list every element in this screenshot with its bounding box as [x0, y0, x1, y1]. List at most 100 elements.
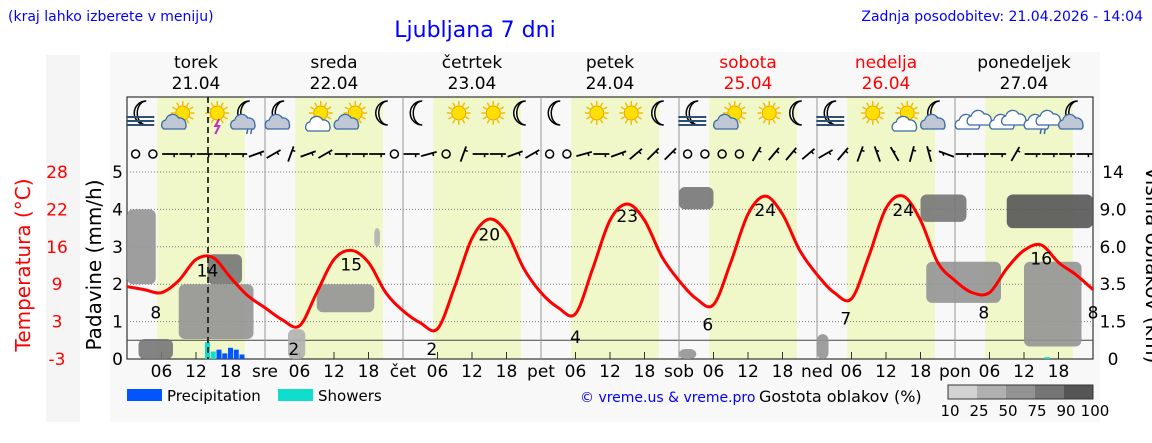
sun-ray [728, 102, 732, 107]
sun-ray [624, 119, 629, 124]
sun-ray [879, 106, 884, 110]
wind-calm-icon [148, 149, 158, 159]
weather-icon-sun-thunder [205, 101, 230, 135]
wind-barb-icon [801, 148, 816, 160]
sun-ray [599, 102, 604, 107]
wind-barb-feather [621, 152, 625, 156]
cloud-icon [713, 113, 739, 130]
wind-barb-feather [927, 149, 932, 152]
cloud-icon [333, 113, 360, 130]
wind-calm-icon [682, 149, 693, 159]
wind-barb-icon [507, 150, 523, 158]
hour-tick-label: 12 [1013, 362, 1035, 382]
temperature-label: 20 [478, 225, 500, 245]
wind-barb-feather [892, 149, 896, 153]
cloud-height-tick: 3.5 [1099, 275, 1126, 295]
temperature-label: 24 [754, 201, 776, 221]
day-abbr-tick: sre [252, 362, 278, 382]
density-swatch [1006, 385, 1035, 399]
day-name: sobota [719, 53, 777, 73]
sun-ray [448, 116, 453, 120]
wind-barb-feather [655, 150, 659, 154]
moon-icon [651, 100, 664, 126]
sun-ray [599, 119, 604, 124]
cloud-height-axis-title: Višina oblakov (km) [1141, 167, 1152, 364]
wind-barb-feather [518, 152, 521, 156]
temperature-label: 8 [1088, 304, 1099, 324]
temperature-label: 2 [288, 340, 299, 360]
precip-bar-precipitation [222, 353, 228, 359]
rain-icon [1039, 128, 1046, 135]
sun-ray [172, 106, 177, 110]
rain-icon [246, 128, 253, 135]
page-title: Ljubljana 7 dni [394, 18, 555, 43]
wind-barb-icon [856, 146, 864, 162]
weather-icon-sun-cloud [713, 101, 747, 130]
precip-bar-showers [1044, 357, 1050, 359]
daylight-band [847, 97, 935, 359]
daylight-band [295, 97, 383, 359]
cloud-patch [926, 261, 1001, 303]
cloud-icon [161, 113, 187, 130]
sun-ray [762, 102, 767, 107]
day-name: ponedeljek [977, 53, 1071, 73]
density-level-label: 100 [1081, 402, 1110, 420]
sun-ray [465, 106, 470, 110]
wind-calm-icon [441, 149, 451, 159]
sun-ray [496, 102, 500, 107]
temperature-label: 2 [426, 340, 437, 360]
temperature-axis-panel [46, 55, 80, 422]
sun-ray [879, 116, 884, 120]
wind-barb-feather [875, 149, 880, 153]
wind-barb-icon [317, 149, 333, 159]
wind-barb-icon [938, 150, 955, 158]
sun-ray [185, 102, 190, 107]
sun-ray [762, 119, 767, 124]
precip-bar-precipitation [228, 347, 233, 359]
weather-icon-sun-smallcloud [891, 101, 920, 132]
hour-tick-label: 06 [841, 362, 863, 382]
wind-calm-icon [389, 149, 400, 159]
menu-hint: (kraj lahko izberete v meniju) [8, 9, 214, 25]
temperature-labels: 8142152204236247248168 [150, 201, 1098, 360]
temperature-label: 15 [340, 255, 362, 275]
cloud-density-title: Gostota oblakov (%) [759, 387, 922, 406]
legend-showers-swatch [278, 389, 313, 401]
sun-ray [758, 106, 763, 110]
wind-barb-icon [873, 146, 881, 162]
sun-ray [461, 119, 466, 124]
copyright-link[interactable]: © vreme.us & vreme.pro [580, 390, 755, 406]
sun-ray [586, 106, 591, 110]
cloud-patch [1006, 194, 1093, 229]
density-swatch [1064, 385, 1093, 399]
wind-barb-feather [672, 150, 676, 154]
sun-ray [775, 116, 780, 120]
sun-ray [220, 119, 224, 124]
day-date: 27.04 [1000, 74, 1049, 94]
day-abbr-tick: ned [801, 362, 833, 382]
cloud-height-tick: 9.0 [1099, 200, 1126, 220]
temperature-label: 23 [616, 207, 638, 227]
wind-barb-icon [646, 147, 660, 161]
hour-tick-label: 18 [772, 362, 794, 382]
day-date: 21.04 [172, 74, 221, 94]
wind-barb-feather [1017, 149, 1021, 153]
temperature-tick: 22 [46, 200, 68, 220]
sun-ray [327, 106, 332, 110]
sun-ray [496, 119, 500, 124]
sun-ray [775, 106, 780, 110]
sun-ray [624, 102, 629, 107]
weather-icon-sun [446, 101, 471, 125]
legend-showers: Showers [318, 387, 382, 405]
wind-barb-icon [664, 147, 677, 161]
wind-barb-icon [248, 150, 265, 158]
hour-tick-label: 12 [461, 362, 483, 382]
temperature-label: 6 [702, 316, 713, 336]
sun-ray [361, 116, 366, 120]
weather-icon-sun [584, 101, 609, 125]
wind-barb-icon [629, 148, 643, 160]
moon-icon [375, 100, 388, 126]
density-level-label: 25 [969, 402, 988, 420]
day-abbr-tick: pon [939, 362, 971, 382]
